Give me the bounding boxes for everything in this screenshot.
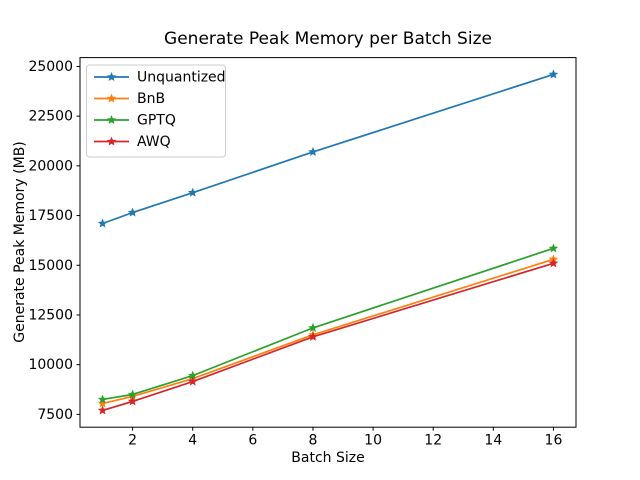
star-marker-bnb: [97, 398, 108, 408]
series-line-awq: [102, 262, 554, 412]
chart-title: Generate Peak Memory per Batch Size: [164, 29, 492, 49]
x-axis-label: Batch Size: [291, 450, 364, 466]
axes-frame: [79, 57, 577, 428]
legend-label-gptq: GPTQ: [137, 113, 176, 129]
y-axis-label: Generate Peak Memory (MB): [12, 141, 28, 343]
legend-star-marker-unquantized: [106, 72, 117, 82]
x-tick-label: 4: [188, 433, 197, 449]
star-marker-gptq: [548, 243, 559, 253]
x-tick-label: 10: [364, 433, 382, 449]
star-marker-gptq: [127, 389, 138, 399]
y-tick-label: 17500: [28, 208, 73, 224]
legend-star-marker-gptq: [106, 115, 117, 125]
legend-label-awq: AWQ: [137, 134, 171, 150]
star-marker-unquantized: [548, 69, 559, 79]
legend-star-marker-bnb: [106, 93, 117, 103]
y-tick-label: 22500: [28, 109, 73, 125]
y-tick-label: 20000: [28, 158, 73, 174]
star-marker-awq: [97, 405, 108, 415]
star-marker-gptq: [308, 322, 318, 332]
star-marker-awq: [187, 376, 198, 386]
star-marker-gptq: [187, 370, 198, 380]
y-tick-label: 25000: [28, 59, 73, 75]
star-marker-unquantized: [127, 207, 138, 217]
star-marker-awq: [548, 258, 559, 268]
legend-label-bnb: BnB: [137, 91, 165, 107]
x-tick-label: 12: [424, 433, 442, 449]
star-marker-unquantized: [187, 187, 198, 197]
y-tick-label: 15000: [28, 258, 73, 274]
x-tick-label: 8: [309, 433, 318, 449]
x-tick-label: 16: [545, 433, 563, 449]
x-tick-label: 14: [484, 433, 502, 449]
y-tick-label: 12500: [28, 307, 73, 323]
y-tick-label: 10000: [28, 357, 73, 373]
legend-star-marker-awq: [106, 136, 117, 146]
y-tick-label: 7500: [37, 407, 73, 423]
star-marker-unquantized: [97, 218, 108, 228]
star-marker-awq: [127, 396, 138, 406]
series-line-gptq: [102, 247, 554, 401]
x-tick-label: 2: [128, 433, 137, 449]
legend-box: [86, 64, 226, 158]
legend-label-unquantized: Unquantized: [137, 70, 226, 86]
star-marker-unquantized: [308, 146, 318, 156]
star-marker-gptq: [97, 394, 108, 404]
plot-area: 2 4 6 8 10 12 14 16 7500 10000 12500 15000 17500 2000…: [28, 57, 577, 449]
star-marker-awq: [308, 331, 318, 341]
x-tick-label: 6: [248, 433, 257, 449]
